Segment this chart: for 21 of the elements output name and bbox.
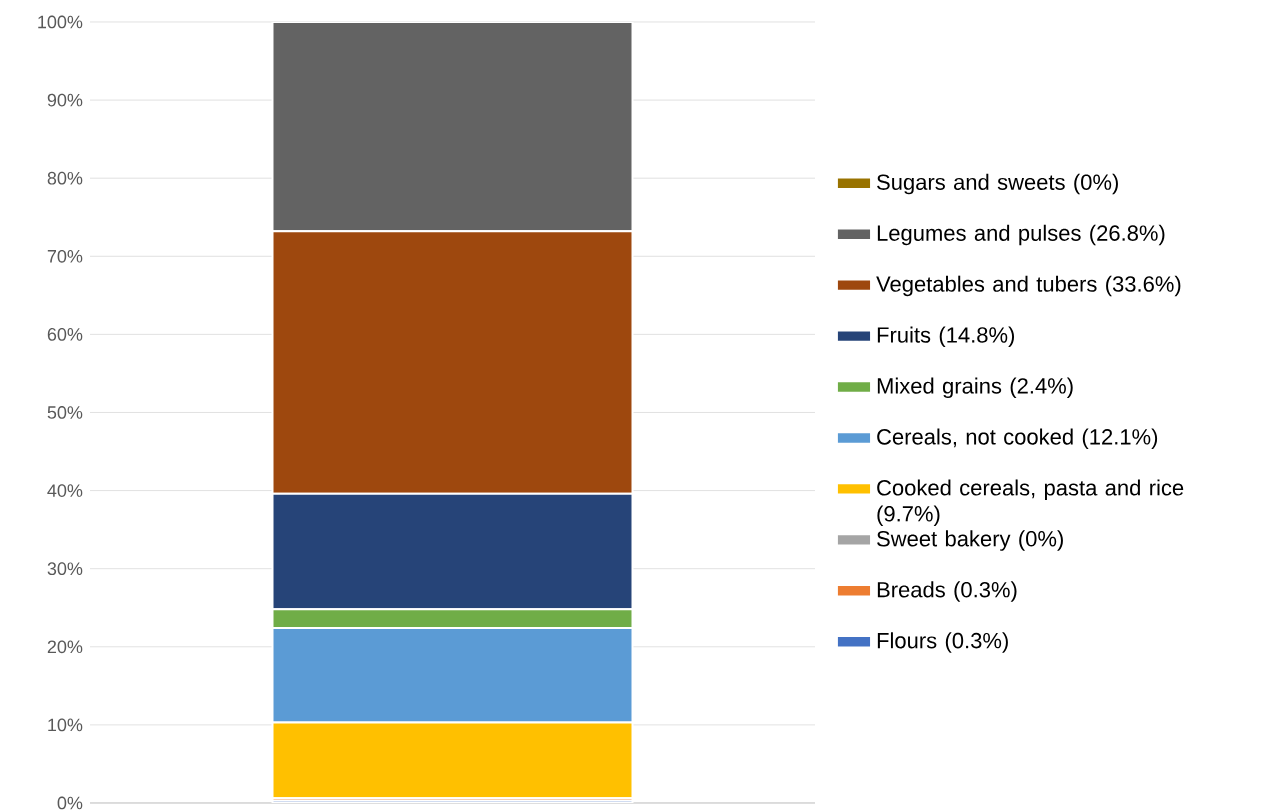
y-tick-label: 20% (47, 640, 83, 654)
legend-label: Cooked cereals, pasta and rice (9.7%) (877, 479, 1184, 526)
legend-label: Sugars and sweets (0%) (877, 173, 1118, 195)
legend-label: Breads (0.3%) (877, 581, 1017, 602)
y-tick-label: 70% (47, 249, 83, 263)
y-tick-label: 100% (38, 15, 83, 29)
y-tick-label: 10% (48, 718, 83, 732)
legend-label: Flours (0.3%) (877, 632, 1008, 653)
legend-label: Sweet bakery (0%) (877, 530, 1063, 551)
legend-label: Fruits (14.8%) (877, 326, 1015, 348)
y-tick-label: 50% (47, 406, 83, 419)
y-tick-label: 0% (57, 796, 83, 810)
y-tick-label: 60% (47, 328, 83, 341)
legend-label: Vegetables and tubers (33.6%) (876, 275, 1181, 297)
legend-label: Mixed grains (2.4%) (877, 377, 1073, 399)
y-tick-label: 30% (47, 562, 83, 576)
y-tick-label: 40% (47, 484, 83, 497)
y-tick-label: 90% (47, 93, 83, 107)
y-tick-label: 80% (47, 171, 83, 185)
legend-label: Cereals, not cooked (12.1%) (877, 428, 1158, 449)
legend-label: Legumes and pulses (26.8%) (877, 224, 1165, 246)
